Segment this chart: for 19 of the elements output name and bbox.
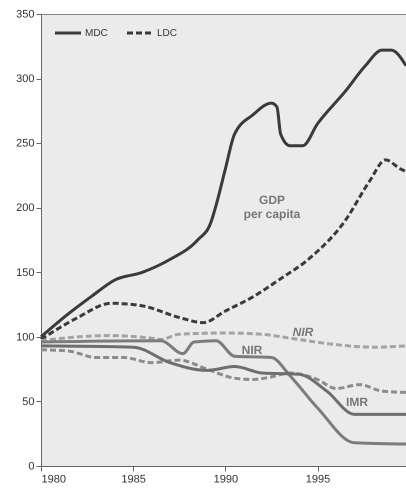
annotation: NIR bbox=[242, 343, 263, 357]
y-tick-label: 350 bbox=[16, 8, 34, 20]
y-tick-label: 150 bbox=[16, 266, 34, 279]
line-series bbox=[40, 48, 406, 338]
annotation: LDC bbox=[157, 28, 178, 39]
x-tick-label: 1990 bbox=[214, 474, 238, 486]
x-tick-label: 1985 bbox=[121, 474, 146, 486]
annotation: GDP per capita bbox=[244, 193, 301, 221]
y-tick-label: 300 bbox=[16, 73, 34, 86]
annotation: MDC bbox=[85, 28, 108, 39]
x-tick-label: 1995 bbox=[306, 474, 330, 486]
y-tick-label: 0 bbox=[28, 460, 34, 472]
y-tick-label: 50 bbox=[22, 396, 34, 408]
annotation: NIR bbox=[292, 325, 314, 339]
y-tick-label: 200 bbox=[16, 202, 34, 214]
x-tick-label: 1980 bbox=[42, 474, 66, 486]
y-tick-label: 100 bbox=[16, 331, 34, 344]
annotation: IMR bbox=[346, 395, 368, 409]
y-tick-label: 250 bbox=[16, 138, 34, 150]
